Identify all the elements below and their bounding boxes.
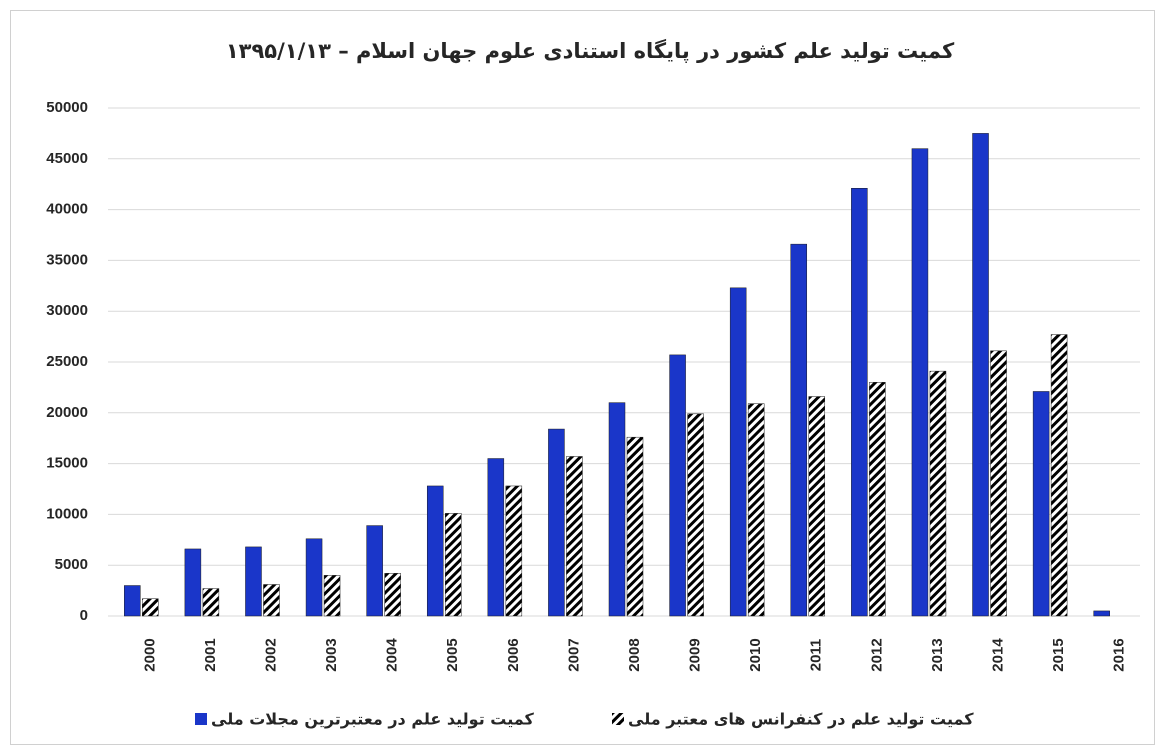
x-tick-label: 2000 [141, 638, 158, 671]
x-tick-label: 2004 [384, 638, 401, 672]
y-tick-label: 5000 [55, 556, 88, 573]
x-tick-label: 2001 [202, 638, 219, 671]
bar [729, 287, 747, 617]
y-tick-label: 40000 [46, 201, 88, 218]
bar [929, 370, 947, 617]
bar [1050, 334, 1068, 617]
bar [124, 585, 141, 617]
bar [687, 413, 704, 617]
bar [142, 598, 159, 617]
x-tick-label: 2010 [747, 638, 764, 671]
bar [747, 403, 765, 617]
y-tick-label: 10000 [46, 505, 88, 522]
chart-frame [10, 10, 1155, 745]
bar [669, 354, 686, 617]
bar [305, 538, 323, 617]
x-tick-label: 2014 [989, 638, 1006, 672]
y-tick-label: 20000 [46, 404, 88, 421]
x-tick-label: 2012 [868, 638, 885, 671]
bar [808, 396, 826, 617]
bar [366, 525, 383, 617]
bar [548, 428, 565, 617]
x-tick-label: 2002 [262, 638, 279, 671]
bar [487, 458, 505, 617]
bar [184, 548, 202, 617]
x-tick-label: 2005 [444, 638, 461, 671]
y-tick-label: 0 [80, 607, 88, 624]
bar [790, 243, 808, 617]
legend-swatch [195, 713, 207, 725]
y-tick-label: 35000 [46, 251, 88, 268]
y-tick-label: 25000 [46, 353, 88, 370]
x-tick-label: 2008 [626, 638, 643, 671]
bar [384, 573, 401, 617]
bar [426, 485, 444, 617]
bar [505, 485, 523, 617]
bar [608, 402, 626, 617]
y-tick-label: 50000 [46, 99, 88, 116]
x-tick-label: 2011 [808, 639, 825, 672]
legend-swatch [612, 713, 624, 725]
x-tick-label: 2003 [323, 638, 340, 671]
y-tick-label: 45000 [46, 150, 88, 167]
bar [245, 546, 262, 617]
bar [444, 513, 462, 617]
bar [626, 436, 644, 617]
x-tick-label: 2007 [565, 638, 582, 671]
bar [911, 148, 929, 617]
bar [323, 575, 341, 617]
bar [202, 588, 220, 617]
bar [263, 584, 280, 617]
bar [1032, 391, 1050, 617]
legend-label: کمیت تولید علم در کنفرانس های معتبر ملی [628, 710, 974, 729]
chart-title: کمیت تولید علم کشور در پایگاه استنادی عل… [226, 38, 955, 63]
bar [566, 456, 583, 617]
legend-label: کمیت تولید علم در معتبرترین مجلات ملی [211, 710, 534, 729]
bar [972, 133, 989, 617]
bar [1093, 610, 1110, 617]
bar [851, 188, 868, 617]
bar [869, 382, 886, 617]
x-tick-label: 2013 [929, 638, 946, 671]
x-tick-label: 2009 [687, 638, 704, 671]
y-tick-label: 30000 [46, 302, 88, 319]
x-tick-label: 2015 [1050, 638, 1067, 671]
bar [990, 350, 1007, 617]
x-tick-label: 2006 [505, 638, 522, 671]
x-tick-label: 2016 [1111, 638, 1128, 671]
y-tick-label: 15000 [46, 455, 88, 472]
